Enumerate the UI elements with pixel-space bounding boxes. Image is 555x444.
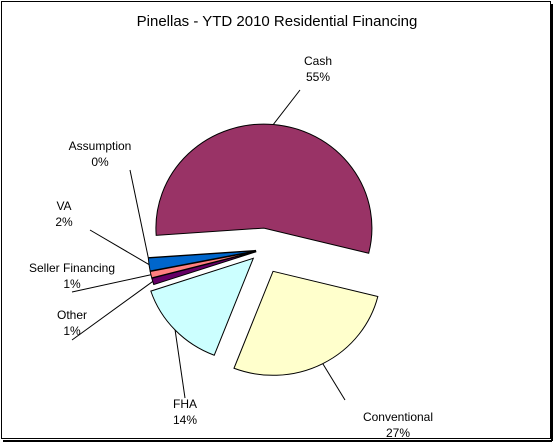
leader-line xyxy=(129,169,149,258)
slice-value: 55% xyxy=(306,70,330,84)
slice-value: 2% xyxy=(55,215,73,229)
slice-value: 1% xyxy=(63,324,81,338)
leader-line xyxy=(89,229,150,265)
leader-line xyxy=(71,274,152,293)
leader-line xyxy=(71,281,154,341)
slice-label: Other xyxy=(57,308,87,322)
leader-line xyxy=(272,89,301,125)
leader-line xyxy=(322,363,346,401)
slice-label: Seller Financing xyxy=(29,261,115,275)
slice-value: 14% xyxy=(173,413,197,427)
slice-label: Assumption xyxy=(69,139,132,153)
slice-label: Conventional xyxy=(363,410,433,424)
pie-slice xyxy=(149,250,257,279)
slice-label: Cash xyxy=(304,54,332,68)
leader-line xyxy=(174,329,186,399)
slice-label: FHA xyxy=(173,397,197,411)
slice-value: 27% xyxy=(386,426,410,440)
chart-title: Pinellas - YTD 2010 Residential Financin… xyxy=(137,13,418,30)
slice-value: 0% xyxy=(91,155,109,169)
pie-slice xyxy=(148,249,257,259)
pie-slice xyxy=(150,257,255,356)
slice-label: VA xyxy=(56,199,71,213)
slice-value: 1% xyxy=(63,277,81,291)
